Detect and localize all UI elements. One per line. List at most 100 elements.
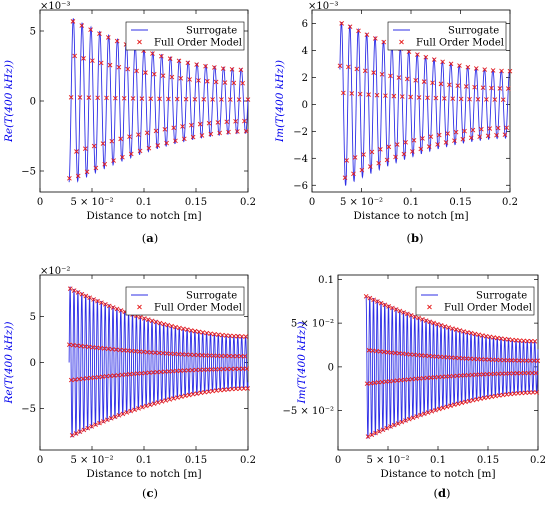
fom-marker xyxy=(139,370,144,376)
x-axis-label: Distance to notch [m] xyxy=(380,468,495,480)
fom-marker xyxy=(379,379,385,385)
fom-marker xyxy=(226,129,231,135)
fom-marker xyxy=(467,96,472,102)
fom-marker xyxy=(421,411,427,417)
fom-marker xyxy=(217,130,222,136)
fom-marker xyxy=(497,357,503,363)
fom-marker xyxy=(361,152,366,157)
x-axis-label: Distance to notch [m] xyxy=(86,210,201,222)
fom-marker xyxy=(70,19,76,24)
fom-marker xyxy=(206,389,212,394)
fom-marker xyxy=(239,334,245,339)
fom-marker xyxy=(407,352,413,357)
fom-marker xyxy=(397,308,403,314)
fom-marker xyxy=(136,406,141,411)
fom-marker xyxy=(363,294,369,299)
fom-marker xyxy=(420,136,425,141)
fom-marker xyxy=(393,154,398,160)
fom-marker xyxy=(420,316,425,322)
fom-marker xyxy=(457,328,463,333)
fom-marker xyxy=(478,396,483,401)
fom-marker xyxy=(118,308,124,313)
fom-marker xyxy=(524,358,529,363)
series-surrogate-line xyxy=(365,296,539,439)
fom-marker xyxy=(458,373,464,378)
legend-cross-icon xyxy=(399,39,404,45)
fom-marker xyxy=(377,349,383,354)
fom-marker xyxy=(231,333,237,339)
fom-marker xyxy=(186,392,192,398)
fom-marker xyxy=(184,327,190,332)
fom-marker xyxy=(199,133,205,138)
fom-marker xyxy=(180,352,185,357)
fom-marker xyxy=(364,32,370,38)
fom-marker xyxy=(378,300,384,306)
fom-marker xyxy=(371,70,376,75)
fom-marker xyxy=(374,348,379,354)
fom-marker xyxy=(459,400,465,406)
x-tick-label: 0.2 xyxy=(240,455,256,466)
fom-marker xyxy=(443,140,449,145)
x-tick-label: 0 xyxy=(37,455,43,466)
legend-box xyxy=(125,21,245,51)
fom-marker xyxy=(529,370,535,376)
fom-marker xyxy=(168,351,173,357)
fom-marker xyxy=(202,389,208,395)
fom-marker xyxy=(212,65,217,70)
fom-marker xyxy=(514,370,520,376)
fom-marker xyxy=(219,353,224,359)
fom-marker xyxy=(507,371,512,376)
fom-marker xyxy=(104,95,109,101)
fom-marker xyxy=(100,374,105,380)
fom-marker xyxy=(169,323,174,329)
fom-marker xyxy=(229,386,235,392)
fom-marker xyxy=(79,23,85,28)
fom-marker xyxy=(68,94,74,100)
fom-marker xyxy=(452,138,457,144)
fom-marker xyxy=(73,431,79,436)
fom-marker xyxy=(151,401,157,406)
fom-marker xyxy=(93,422,98,428)
fom-marker xyxy=(207,353,212,358)
fom-marker xyxy=(191,352,197,358)
fom-marker xyxy=(448,61,454,67)
fom-marker xyxy=(101,419,106,424)
fom-marker xyxy=(468,135,474,141)
y-tick-label: 0 xyxy=(328,362,334,373)
fom-marker xyxy=(111,158,116,163)
y-tick-label: 4 xyxy=(302,46,308,57)
fom-marker xyxy=(144,349,150,355)
fom-marker xyxy=(121,96,127,101)
y-tick-label: −5 xyxy=(21,404,36,415)
fom-marker xyxy=(452,355,458,361)
x-axis-label: Distance to notch [m] xyxy=(353,210,468,222)
fom-marker xyxy=(72,377,78,382)
fom-marker xyxy=(433,95,439,101)
fom-marker xyxy=(376,160,381,166)
fom-marker xyxy=(109,346,115,352)
fom-marker xyxy=(413,78,419,83)
fom-marker xyxy=(142,370,148,376)
fom-marker xyxy=(144,130,150,136)
fom-marker xyxy=(241,386,247,391)
fom-marker xyxy=(123,372,129,377)
fom-marker xyxy=(530,390,536,395)
y-exponent-label: ×10⁻³ xyxy=(40,1,70,12)
fom-marker xyxy=(85,425,91,431)
fom-marker xyxy=(201,97,207,102)
fom-marker xyxy=(416,315,421,321)
fom-marker xyxy=(190,134,196,140)
fom-marker xyxy=(87,295,93,301)
fom-marker xyxy=(352,155,358,160)
fom-marker xyxy=(408,94,413,100)
fom-marker xyxy=(245,97,251,102)
fom-marker xyxy=(405,311,410,317)
fom-marker xyxy=(485,133,491,139)
fom-marker xyxy=(351,171,356,177)
fom-marker xyxy=(392,350,398,356)
fom-marker xyxy=(211,353,216,358)
fom-marker xyxy=(404,76,410,82)
fom-marker xyxy=(243,128,249,134)
fom-marker xyxy=(190,391,196,397)
legend-box xyxy=(415,286,535,316)
